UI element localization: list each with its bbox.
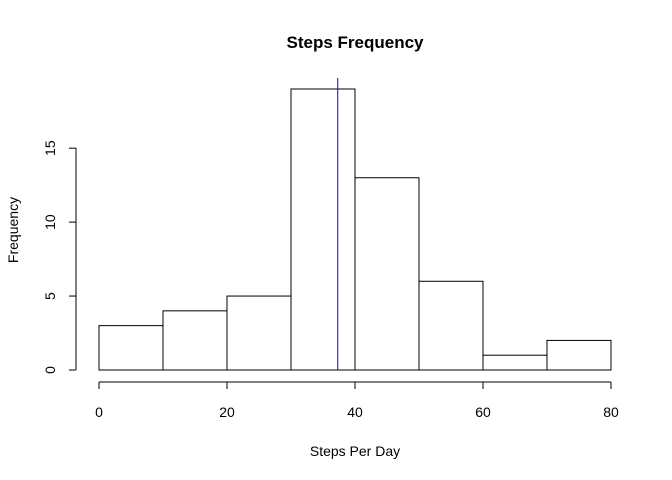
x-tick-label: 40 (347, 404, 363, 420)
histogram-bar-0 (98, 325, 164, 371)
bars-layer (98, 88, 612, 371)
y-tick-label: 0 (42, 366, 58, 374)
y-tick-label: 5 (42, 292, 58, 300)
y-axis-label: Frequency (5, 197, 21, 263)
x-tick-label: 60 (475, 404, 491, 420)
y-axis: 0 5 10 15 (42, 140, 77, 374)
x-tick-label: 20 (219, 404, 235, 420)
y-tick-label: 10 (42, 214, 58, 230)
chart-title: Steps Frequency (287, 33, 425, 52)
histogram-bar-5 (418, 280, 484, 371)
x-tick-label: 0 (95, 404, 103, 420)
x-axis: 0 20 40 60 80 (95, 381, 619, 420)
x-axis-label: Steps Per Day (310, 443, 400, 459)
histogram-bar-3 (290, 88, 356, 371)
histogram-bar-4 (354, 177, 420, 371)
x-tick-label: 80 (603, 404, 619, 420)
histogram-bar-2 (226, 295, 292, 371)
histogram-bar-1 (162, 310, 228, 371)
y-tick-label: 15 (42, 140, 58, 156)
histogram-bar-6 (482, 354, 548, 371)
histogram-bar-7 (546, 339, 612, 371)
